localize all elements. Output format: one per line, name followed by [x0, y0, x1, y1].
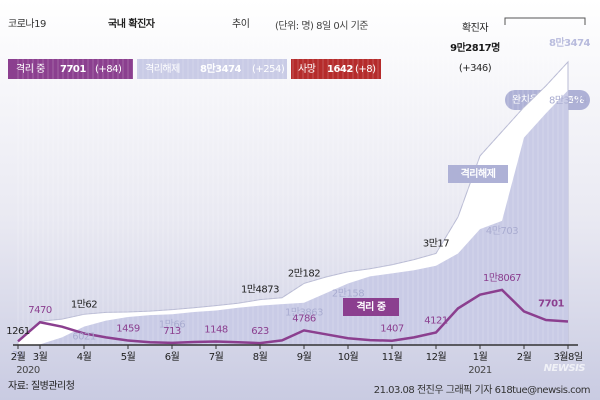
legend-label: 사망: [298, 63, 316, 75]
line: [17, 288, 569, 345]
data-label: 1만8067: [483, 272, 521, 284]
x-tick-label: 3월8일: [553, 351, 582, 363]
data-label: 1만62: [71, 298, 97, 310]
source: 자료: 질병관리청: [8, 380, 74, 392]
year-label: 2020: [16, 365, 40, 376]
series-label-box: [448, 165, 508, 183]
released-total: 8만3474: [549, 36, 591, 49]
x-tick-label: 8월: [253, 351, 268, 363]
data-label: 4만703: [486, 225, 518, 237]
legend-change: (+84): [95, 64, 122, 75]
data-label: 1만3863: [285, 307, 323, 319]
data-label: 1148: [204, 324, 228, 335]
data-label: 1459: [116, 324, 140, 335]
plot: 1261 1만62 1만4873 2만182 3만17 24 6021 1만66 1만3863 2…: [6, 40, 588, 376]
x-tick-label: 4월: [77, 351, 92, 363]
data-label: 7470: [28, 305, 52, 316]
credit: 21.03.08 전진우 그래픽 기자 618tue@newsis.com: [374, 384, 590, 396]
summary-value: 9만2817명: [450, 41, 500, 54]
legend-label: 격리해제: [145, 62, 180, 75]
data-label: 24: [12, 350, 24, 361]
data-label: 623: [251, 326, 269, 337]
data-label: 1407: [380, 324, 404, 335]
data-label: 4121: [424, 315, 448, 326]
x-tick-label: 6월: [165, 351, 180, 363]
legend-change: (+8): [355, 64, 376, 75]
legend-box: [8, 59, 133, 79]
legend-box: [291, 59, 381, 79]
x-tick-label: 2월: [517, 351, 532, 363]
data-label: 7701: [538, 299, 564, 310]
x-tick-label: 11월: [382, 351, 403, 363]
x-tick-label: 7월: [209, 351, 224, 363]
x-tick-label: 10월: [338, 351, 359, 363]
data-label: 8만3474: [549, 94, 587, 106]
data-label: 3만17: [423, 237, 449, 249]
legend-value: 8만3474: [200, 62, 242, 75]
bracket: [504, 17, 586, 25]
series-label: 격리해제: [461, 167, 496, 180]
series-label: 격리 중: [356, 300, 385, 313]
series-label-box: [343, 298, 399, 316]
x-tick-label: 3월: [33, 351, 48, 363]
data-label: 713: [163, 326, 181, 337]
summary-label: 확진자: [462, 22, 488, 34]
area: [18, 90, 568, 345]
title-b: 국내 확진자: [108, 17, 156, 30]
data-label: 1261: [6, 326, 30, 337]
legend: 격리 중 7701 (+84) 격리해제 8만3474 (+254) 사망 16…: [8, 59, 381, 79]
data-label: 1만4873: [241, 284, 279, 296]
x-tick-label: 12월: [426, 351, 447, 363]
data-label: 2만182: [288, 267, 320, 279]
legend-change: (+254): [252, 64, 285, 75]
data-label: 2만158: [332, 288, 364, 300]
data-label: 6021: [72, 332, 96, 343]
title-c: 추이: [232, 18, 249, 30]
year-label: 2021: [468, 365, 492, 376]
summary-change: (+346): [459, 63, 492, 74]
x-tick-label: 9월: [297, 351, 312, 363]
legend-label: 격리 중: [16, 62, 45, 75]
x-tick-label: 5월: [121, 351, 136, 363]
legend-value: 7701: [60, 64, 86, 75]
subtitle: (단위: 명) 8일 0시 기준: [275, 19, 368, 32]
title-a: 코로나19: [8, 18, 46, 30]
logo: NEWSIS: [544, 363, 586, 374]
data-label: 1만66: [159, 318, 185, 330]
data-label: 4786: [292, 313, 316, 324]
x-tick-label: 2월: [11, 351, 26, 363]
legend-box: [137, 59, 287, 79]
x-tick-label: 1월: [473, 351, 488, 363]
legend-value: 1642: [327, 64, 353, 75]
